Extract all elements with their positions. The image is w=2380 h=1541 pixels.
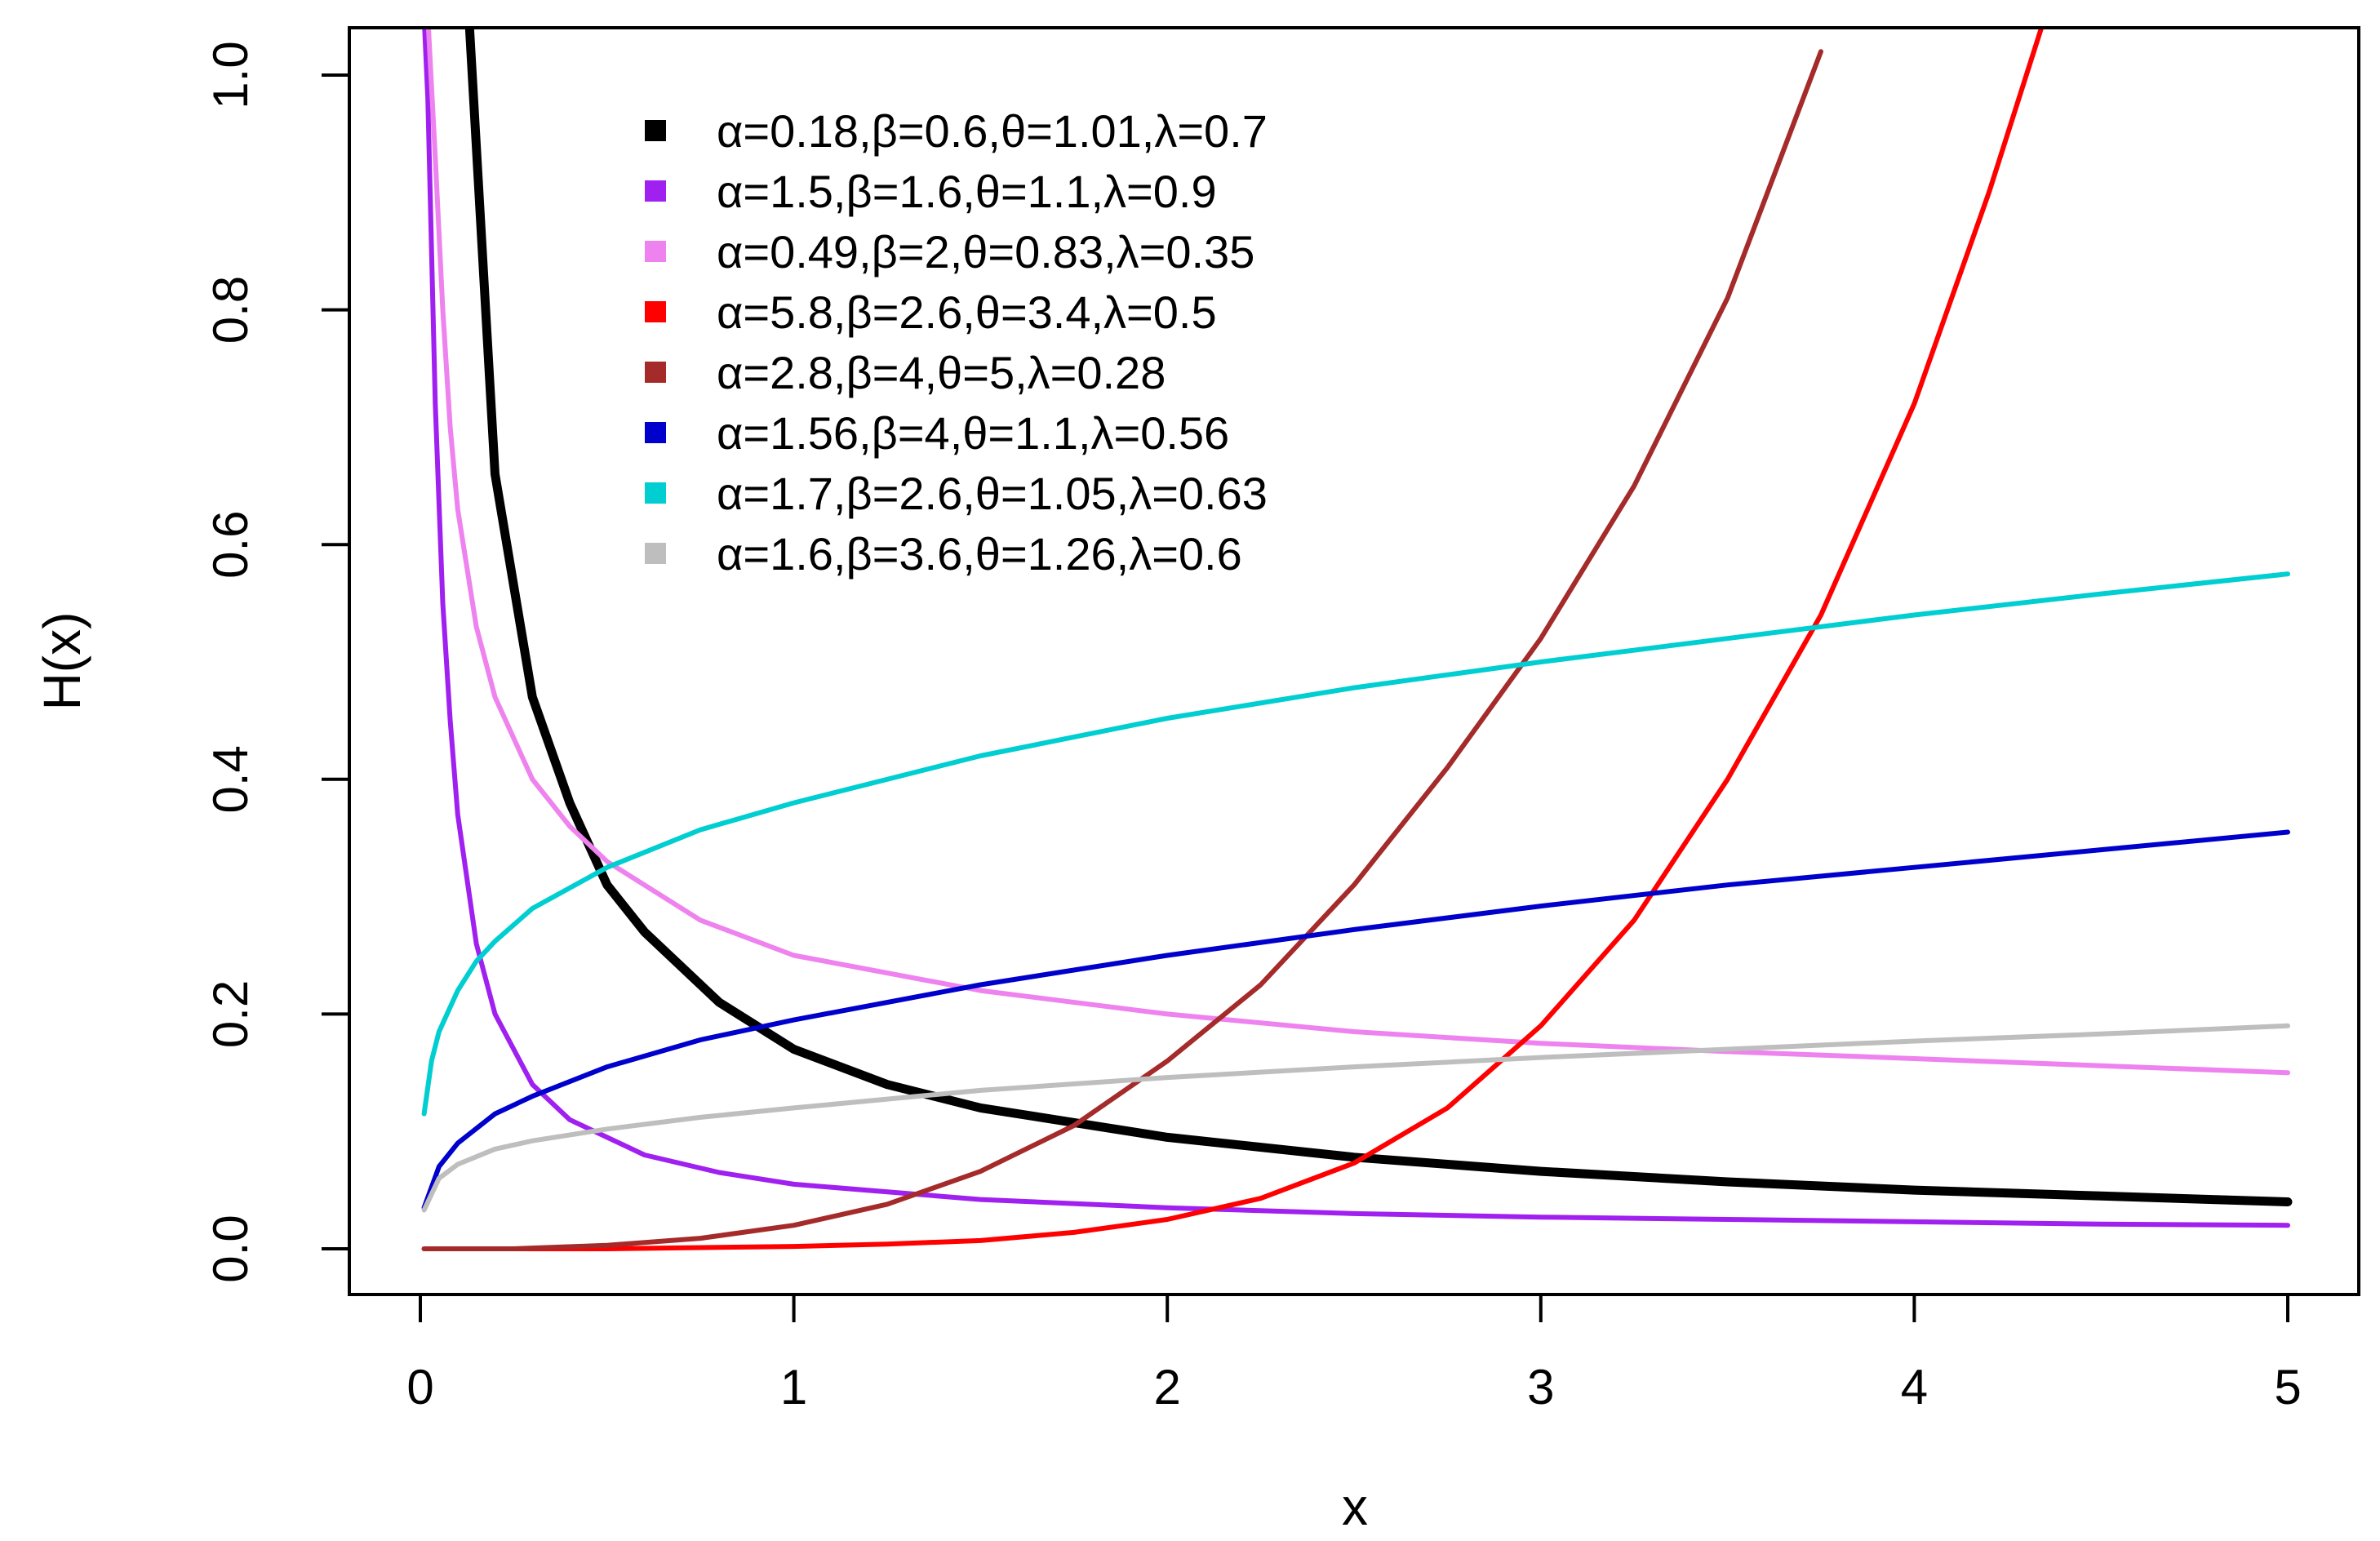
legend-swatch [645, 301, 666, 322]
series-line-4 [421, 28, 2045, 1251]
y-axis-title: H(x) [33, 612, 91, 711]
legend-swatch [645, 362, 666, 383]
y-tick-label: 0.2 [203, 980, 258, 1048]
series-line-6 [421, 829, 2290, 1210]
y-tick-label: 0.0 [203, 1215, 258, 1282]
x-axis-title: x [1342, 1477, 1368, 1536]
legend-label: α=5.8,β=2.6,θ=3.4,λ=0.5 [717, 286, 1217, 338]
series-line-1 [464, 28, 2293, 1206]
plot-frame [348, 26, 2360, 1296]
x-tick-label: 3 [1527, 1360, 1554, 1414]
legend-label: α=0.18,β=0.6,θ=1.01,λ=0.7 [717, 105, 1268, 157]
legend-label: α=1.5,β=1.6,θ=1.1,λ=0.9 [717, 166, 1217, 217]
x-tick-label: 4 [1901, 1360, 1928, 1414]
legend-swatch [645, 180, 666, 202]
series-lines [421, 28, 2293, 1251]
y-tick-label: 0.6 [203, 510, 258, 578]
legend-swatch [645, 422, 666, 443]
y-tick-label: 1.0 [203, 41, 258, 109]
legend-label: α=1.6,β=3.6,θ=1.26,λ=0.6 [717, 528, 1242, 580]
x-tick-label: 1 [780, 1360, 807, 1414]
series-line-5 [421, 49, 1823, 1251]
legend-label: α=1.56,β=4,θ=1.1,λ=0.56 [717, 407, 1229, 459]
x-tick-label: 5 [2274, 1360, 2301, 1414]
series-line-2 [422, 28, 2290, 1228]
legend-swatch [645, 543, 666, 564]
legend-swatch [645, 120, 666, 141]
legend-swatch [645, 241, 666, 262]
legend-label: α=1.7,β=2.6,θ=1.05,λ=0.63 [717, 468, 1268, 519]
x-tick-label: 2 [1154, 1360, 1181, 1414]
series-line-8 [421, 1023, 2290, 1213]
y-tick-label: 0.8 [203, 276, 258, 344]
series-line-7 [421, 571, 2290, 1117]
y-tick-label: 0.4 [203, 745, 258, 813]
legend-label: α=0.49,β=2,θ=0.83,λ=0.35 [717, 226, 1254, 278]
legend-swatch [645, 482, 666, 504]
legend: α=0.18,β=0.6,θ=1.01,λ=0.7 α=1.5,β=1.6,θ=1… [645, 105, 1268, 580]
x-tick-label: 0 [406, 1360, 433, 1414]
legend-label: α=2.8,β=4,θ=5,λ=0.28 [717, 347, 1166, 398]
